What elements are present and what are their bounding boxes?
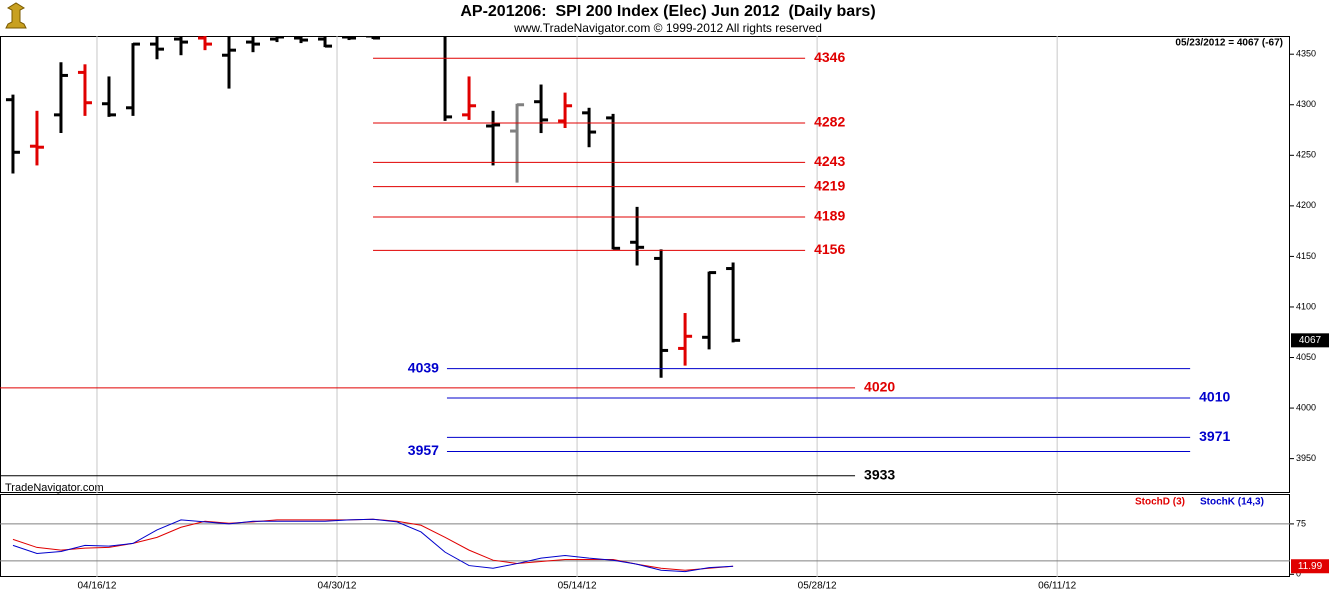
- y-tick-label: 3950: [1296, 453, 1316, 463]
- stoch-panel: [0, 494, 1290, 577]
- x-tick-label: 06/11/12: [1038, 581, 1077, 592]
- legend-entry: StochK (14,3): [1200, 497, 1264, 508]
- level-label: 4346: [814, 49, 845, 65]
- level-label: 4282: [814, 114, 845, 130]
- chart-subtitle: www.TradeNavigator.com © 1999-2012 All r…: [513, 21, 822, 35]
- status-text: 05/23/2012 = 4067 (-67): [1175, 38, 1283, 49]
- last-price-box: [1291, 333, 1329, 348]
- level-label: 3933: [864, 467, 895, 483]
- level-label: 4010: [1199, 389, 1230, 405]
- x-tick-label: 04/30/12: [318, 581, 357, 592]
- y-tick-label: 75: [1296, 518, 1306, 528]
- y-tick-label: 4100: [1296, 301, 1316, 311]
- level-label: 4039: [408, 359, 439, 375]
- y-tick-label: 4200: [1296, 200, 1316, 210]
- x-tick-label: 05/14/12: [558, 581, 597, 592]
- main-panel: [0, 36, 1290, 493]
- y-tick-label: 4150: [1296, 251, 1316, 261]
- y-tick-label: 4300: [1296, 99, 1316, 109]
- level-label: 4219: [814, 177, 845, 193]
- y-tick-label: 4350: [1296, 49, 1316, 59]
- level-label: 4020: [864, 379, 895, 395]
- y-tick-label: 4000: [1296, 402, 1316, 412]
- x-tick-label: 04/16/12: [78, 581, 117, 592]
- chart-title: AP-201206: SPI 200 Index (Elec) Jun 2012…: [460, 3, 875, 20]
- last-value-label: 11.99: [1298, 561, 1323, 572]
- last-value-box: [1291, 559, 1329, 574]
- stoch-line: [12, 518, 734, 573]
- watermark: TradeNavigator.com: [5, 482, 104, 494]
- x-tick-label: 05/28/12: [798, 581, 837, 592]
- last-price-label: 4067: [1299, 335, 1322, 346]
- logo: [5, 2, 27, 29]
- level-label: 4189: [814, 208, 845, 224]
- y-tick-label: 0: [1296, 569, 1301, 579]
- main-plot: [5, 36, 741, 378]
- level-label: 4156: [814, 241, 845, 257]
- y-tick-label: 4250: [1296, 150, 1316, 160]
- y-tick-label: 4050: [1296, 352, 1316, 362]
- level-label: 3971: [1199, 428, 1230, 444]
- level-label: 4243: [814, 153, 845, 169]
- legend-entry: StochD (3): [1135, 497, 1185, 508]
- level-label: 3957: [408, 442, 439, 458]
